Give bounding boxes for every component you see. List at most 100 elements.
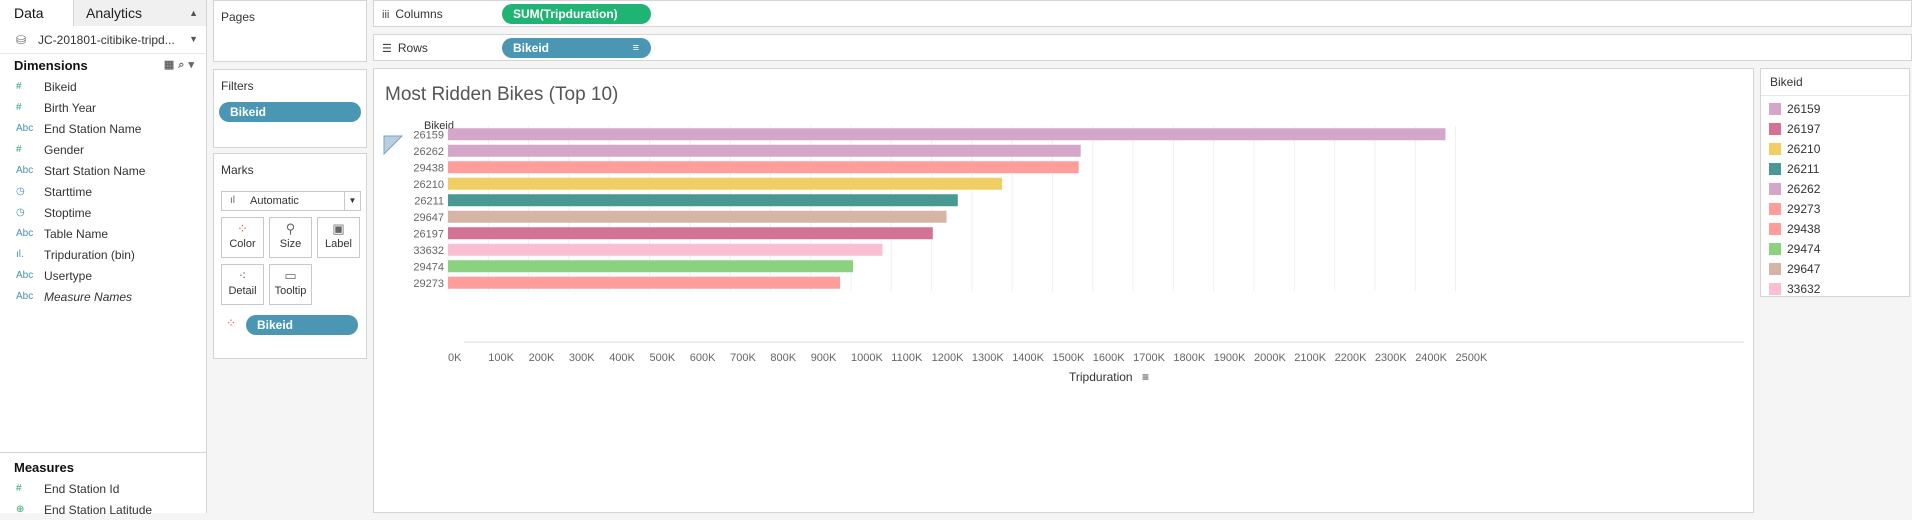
tab-analytics[interactable]: Analytics ▲ ▼: [74, 0, 206, 44]
size-button[interactable]: ⚲ Size: [269, 217, 312, 258]
dimensions-field[interactable]: ◷ Stoptime: [0, 202, 206, 223]
columns-pill-sum-tripduration[interactable]: SUM(Tripduration): [502, 4, 651, 24]
tab-data[interactable]: Data: [0, 0, 74, 26]
x-tick-label: 1800K: [1173, 352, 1205, 364]
bin-type-icon: ıl.: [16, 249, 24, 260]
rows-shelf[interactable]: ☰ Rows Bikeid ≡: [373, 34, 1912, 61]
x-tick-label: 1300K: [972, 352, 1004, 364]
category-label[interactable]: 26159: [413, 129, 444, 141]
dimensions-field-label: Usertype: [44, 268, 93, 283]
bar-26197[interactable]: [448, 227, 933, 240]
legend-swatch: [1769, 283, 1781, 295]
category-label[interactable]: 26197: [413, 228, 444, 240]
legend-item[interactable]: 29273: [1761, 199, 1909, 219]
label-button-label: Label: [325, 238, 352, 250]
bar-26211[interactable]: [448, 194, 958, 207]
dimensions-field[interactable]: # Birth Year: [0, 97, 206, 118]
legend-item[interactable]: 26159: [1761, 99, 1909, 119]
legend-item[interactable]: 33632: [1761, 279, 1909, 299]
legend-item[interactable]: 26210: [1761, 139, 1909, 159]
dimensions-field[interactable]: ıl. Tripduration (bin): [0, 244, 206, 265]
x-tick-label: 2400K: [1415, 352, 1447, 364]
datasource-item[interactable]: ⛁ JC-201801-citibike-tripd...: [0, 26, 206, 54]
tab-analytics-label: Analytics: [86, 5, 143, 21]
columns-shelf[interactable]: iii Columns SUM(Tripduration): [373, 0, 1912, 27]
geo-type-icon: ⊕: [16, 504, 25, 515]
pages-title: Pages: [221, 10, 256, 24]
category-label[interactable]: 29647: [413, 212, 444, 224]
legend-label: 26197: [1787, 122, 1821, 136]
category-label[interactable]: 29438: [413, 162, 444, 174]
corner-handle-icon: [383, 135, 404, 156]
dimensions-field[interactable]: # Gender: [0, 139, 206, 160]
string-type-icon: Abc: [16, 123, 34, 134]
legend-label: 26262: [1787, 182, 1821, 196]
measures-list: # End Station Id ⊕ End Station Latitude: [0, 478, 207, 520]
color-button[interactable]: ⁘ Color: [221, 217, 264, 258]
sort-arrows-icon[interactable]: ▲ ▼: [189, 8, 198, 44]
dimensions-field-label: Stoptime: [44, 205, 92, 220]
chevron-down-icon[interactable]: ▾: [188, 59, 198, 71]
legend-item[interactable]: 29438: [1761, 219, 1909, 239]
category-label[interactable]: 26210: [413, 179, 444, 191]
filter-pill-bikeid[interactable]: Bikeid: [219, 102, 361, 122]
bar-29273[interactable]: [448, 276, 841, 289]
category-label[interactable]: 26211: [414, 195, 444, 207]
bar-26159[interactable]: [448, 128, 1446, 141]
date-type-icon: ◷: [16, 207, 25, 218]
category-label[interactable]: 26262: [413, 146, 444, 158]
legend-item[interactable]: 29647: [1761, 259, 1909, 279]
chevron-down-icon: ▼: [344, 192, 360, 210]
detail-button-label: Detail: [228, 285, 257, 297]
measures-field[interactable]: # End Station Id: [0, 478, 207, 499]
legend-item[interactable]: 29474: [1761, 239, 1909, 259]
legend-item[interactable]: 26262: [1761, 179, 1909, 199]
legend-item[interactable]: 26211: [1761, 159, 1909, 179]
bar-26210[interactable]: [448, 177, 1003, 190]
bar-29647[interactable]: [448, 210, 947, 223]
dimensions-field[interactable]: Abc Measure Names: [0, 286, 206, 307]
row-header-label: Bikeid: [424, 120, 454, 132]
bar-26262[interactable]: [448, 144, 1081, 157]
measures-field-label: End Station Latitude: [44, 502, 153, 517]
bar-29438[interactable]: [448, 161, 1079, 174]
view-grid-icon[interactable]: ▦: [163, 59, 179, 71]
label-button[interactable]: ▣ Label: [317, 217, 360, 258]
rows-pill-bikeid[interactable]: Bikeid ≡: [502, 38, 651, 58]
legend-item[interactable]: 26197: [1761, 119, 1909, 139]
dimensions-field[interactable]: ◷ Starttime: [0, 181, 206, 202]
legend-label: 26211: [1787, 162, 1820, 176]
mark-type-dropdown[interactable]: ıl Automatic ▼: [221, 191, 361, 211]
dimensions-field[interactable]: Abc Start Station Name: [0, 160, 206, 181]
bar-29474[interactable]: [448, 260, 854, 273]
category-label[interactable]: 29474: [413, 261, 444, 273]
dimensions-field[interactable]: Abc Table Name: [0, 223, 206, 244]
category-label[interactable]: 33632: [413, 245, 444, 257]
x-tick-label: 600K: [690, 352, 716, 364]
bar-33632[interactable]: [448, 243, 883, 256]
dimensions-field[interactable]: # Bikeid: [0, 76, 206, 97]
legend-swatch: [1769, 263, 1781, 275]
sort-icon[interactable]: ≡: [632, 42, 639, 54]
rows-pill-label: Bikeid: [513, 41, 550, 55]
search-icon[interactable]: ⌕: [178, 59, 189, 71]
tooltip-button[interactable]: ▭ Tooltip: [269, 264, 312, 305]
measures-field[interactable]: ⊕ End Station Latitude: [0, 499, 207, 520]
sort-icon[interactable]: ≡: [1142, 370, 1149, 384]
string-type-icon: Abc: [16, 291, 34, 302]
dimensions-field[interactable]: Abc End Station Name: [0, 118, 206, 139]
x-axis-title[interactable]: Tripduration: [1069, 370, 1133, 384]
pages-card[interactable]: Pages: [213, 0, 367, 62]
dimensions-field-label: Start Station Name: [44, 163, 146, 178]
x-tick-label: 1900K: [1214, 352, 1246, 364]
dimensions-field-label: Starttime: [44, 184, 93, 199]
x-tick-label: 1600K: [1093, 352, 1125, 364]
dimensions-field[interactable]: Abc Usertype: [0, 265, 206, 286]
color-pill-bikeid[interactable]: Bikeid: [246, 315, 358, 335]
dimensions-field-label: Measure Names: [44, 289, 133, 304]
category-label[interactable]: 29273: [413, 278, 444, 290]
filters-card[interactable]: Filters Bikeid: [213, 69, 367, 148]
bar-chart-icon: ıl: [230, 195, 235, 206]
detail-button[interactable]: ⁖ Detail: [221, 264, 264, 305]
legend-swatch: [1769, 103, 1781, 115]
